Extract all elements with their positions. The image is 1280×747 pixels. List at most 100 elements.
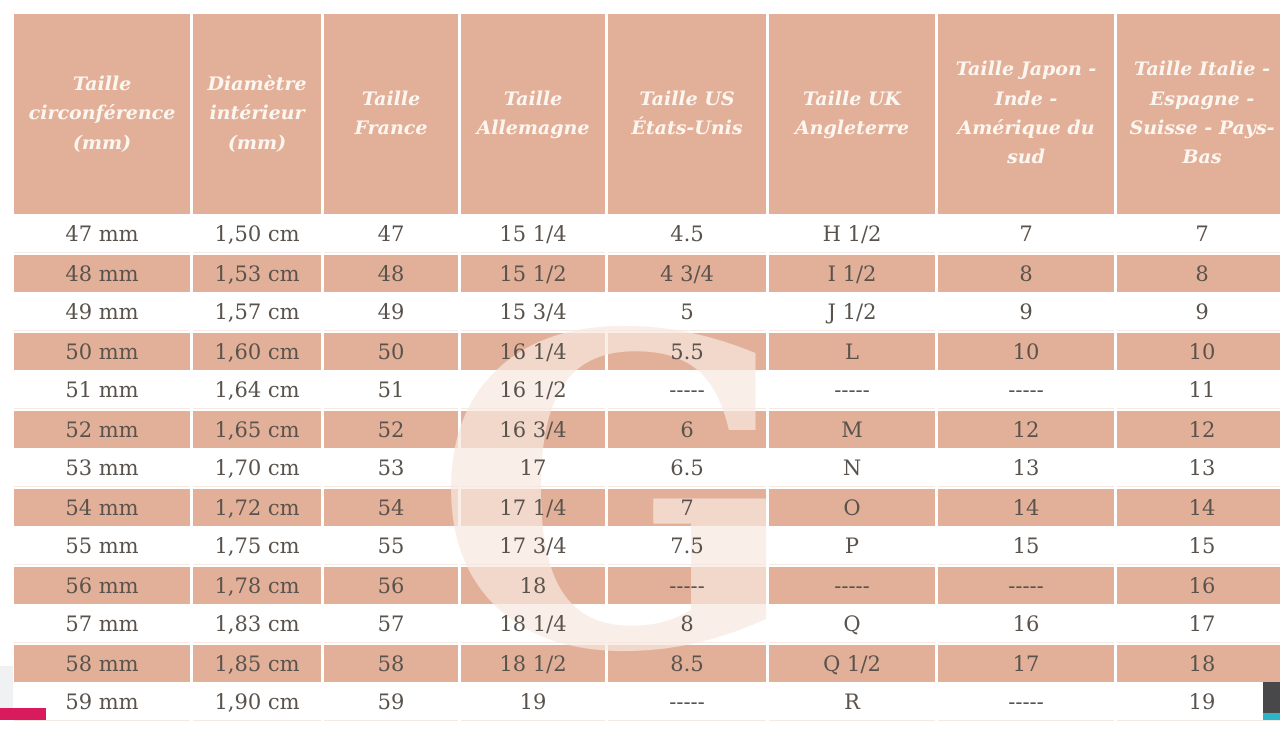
- table-cell: 15: [938, 528, 1114, 565]
- column-header-label: Diamètre intérieur (mm): [207, 72, 307, 154]
- table-cell: 18: [1117, 645, 1280, 682]
- table-cell: L: [769, 333, 935, 370]
- table-cell-label: I 1/2: [827, 261, 877, 286]
- table-cell-label: 16: [1188, 573, 1216, 598]
- table-cell-label: 4.5: [670, 222, 704, 246]
- table-cell-label: 16 3/4: [499, 417, 567, 442]
- table-cell-label: 17 3/4: [499, 534, 567, 558]
- table-cell-label: 18 1/4: [499, 612, 567, 636]
- table-cell-label: 7: [1195, 222, 1209, 246]
- table-cell-label: 15 3/4: [499, 300, 567, 324]
- table-cell-label: 1,78 cm: [214, 573, 300, 598]
- table-cell-label: 54 mm: [65, 495, 139, 520]
- table-cell: 13: [1117, 450, 1280, 487]
- table-cell: 6: [608, 411, 766, 448]
- table-cell-label: 4 3/4: [660, 261, 714, 286]
- table-cell: 15 1/4: [461, 216, 605, 253]
- table-cell: 7: [608, 489, 766, 526]
- table-cell: 7: [1117, 216, 1280, 253]
- table-cell-label: 56 mm: [65, 573, 139, 598]
- table-cell-label: 9: [1195, 300, 1209, 324]
- column-header-label: Taille circonférence (mm): [28, 72, 176, 154]
- column-header: Taille circonférence (mm): [14, 14, 190, 214]
- table-cell: 51 mm: [14, 372, 190, 409]
- table-cell-label: 15 1/4: [499, 222, 567, 246]
- table-cell-label: 1,57 cm: [214, 300, 300, 324]
- table-cell: 16: [938, 606, 1114, 643]
- table-cell-label: 5.5: [670, 339, 704, 364]
- table-cell-label: 47 mm: [65, 222, 139, 246]
- table-cell-label: 18: [1188, 651, 1216, 676]
- table-cell: 15 3/4: [461, 294, 605, 331]
- table-cell: 4 3/4: [608, 255, 766, 292]
- table-cell: 48 mm: [14, 255, 190, 292]
- table-cell-label: 12: [1012, 417, 1040, 442]
- table-cell: 50: [324, 333, 458, 370]
- table-cell: -----: [938, 567, 1114, 604]
- table-cell-label: 8: [1195, 261, 1209, 286]
- table-cell: 49 mm: [14, 294, 190, 331]
- table-cell: H 1/2: [769, 216, 935, 253]
- table-cell-label: J 1/2: [827, 300, 877, 324]
- table-cell: 12: [1117, 411, 1280, 448]
- table-cell: 8.5: [608, 645, 766, 682]
- table-cell-label: 7: [1019, 222, 1033, 246]
- table-cell: 17: [938, 645, 1114, 682]
- table-cell: 55 mm: [14, 528, 190, 565]
- column-header: Taille US États-Unis: [608, 14, 766, 214]
- table-cell: 50 mm: [14, 333, 190, 370]
- table-cell: 14: [938, 489, 1114, 526]
- table-cell: -----: [608, 567, 766, 604]
- table-cell: 13: [938, 450, 1114, 487]
- table-cell-label: 19: [1188, 690, 1216, 714]
- table-cell-label: 52 mm: [65, 417, 139, 442]
- table-cell-label: 1,60 cm: [214, 339, 300, 364]
- table-cell-label: 51: [377, 378, 405, 402]
- table-cell: 57: [324, 606, 458, 643]
- table-cell: 58: [324, 645, 458, 682]
- table-cell: 48: [324, 255, 458, 292]
- table-cell-label: 12: [1188, 417, 1216, 442]
- table-cell-label: 48 mm: [65, 261, 139, 286]
- column-header: Taille France: [324, 14, 458, 214]
- table-cell-label: 1,64 cm: [214, 378, 300, 402]
- column-header: Taille Japon - Inde - Amérique du sud: [938, 14, 1114, 214]
- table-cell-label: 1,85 cm: [214, 651, 300, 676]
- column-header-label: Taille US États-Unis: [631, 87, 743, 139]
- table-cell-label: Q 1/2: [823, 651, 881, 676]
- table-cell-label: 49: [377, 300, 405, 324]
- table-cell: 19: [1117, 684, 1280, 721]
- table-cell-label: 53: [377, 456, 405, 480]
- table-cell: J 1/2: [769, 294, 935, 331]
- table-cell-label: 53 mm: [65, 456, 139, 480]
- table-cell: 55: [324, 528, 458, 565]
- table-cell: N: [769, 450, 935, 487]
- table-cell-label: 54: [377, 495, 405, 520]
- column-header: Taille Allemagne: [461, 14, 605, 214]
- table-cell-label: -----: [1008, 378, 1044, 402]
- table-cell: 1,70 cm: [193, 450, 321, 487]
- column-header: Diamètre intérieur (mm): [193, 14, 321, 214]
- table-cell: 1,75 cm: [193, 528, 321, 565]
- table-cell: 57 mm: [14, 606, 190, 643]
- table-cell: 17: [461, 450, 605, 487]
- table-cell: 15: [1117, 528, 1280, 565]
- table-cell: -----: [608, 372, 766, 409]
- table-cell: 52: [324, 411, 458, 448]
- table-cell: 4.5: [608, 216, 766, 253]
- table-cell-label: 51 mm: [65, 378, 139, 402]
- table-cell-label: -----: [669, 690, 705, 714]
- table-cell-label: -----: [669, 378, 705, 402]
- table-cell-label: 10: [1012, 339, 1040, 364]
- table-cell: 10: [938, 333, 1114, 370]
- bottom-left-magenta-block: [0, 708, 46, 720]
- table-cell: 16: [1117, 567, 1280, 604]
- table-cell-label: 48: [377, 261, 405, 286]
- table-cell-label: 15: [1012, 534, 1040, 558]
- table-cell-label: O: [843, 495, 861, 520]
- table-cell: 16 1/4: [461, 333, 605, 370]
- table-cell-label: -----: [1008, 573, 1044, 598]
- table-cell: -----: [938, 372, 1114, 409]
- table-cell-label: Q: [843, 612, 861, 636]
- table-cell: 7: [938, 216, 1114, 253]
